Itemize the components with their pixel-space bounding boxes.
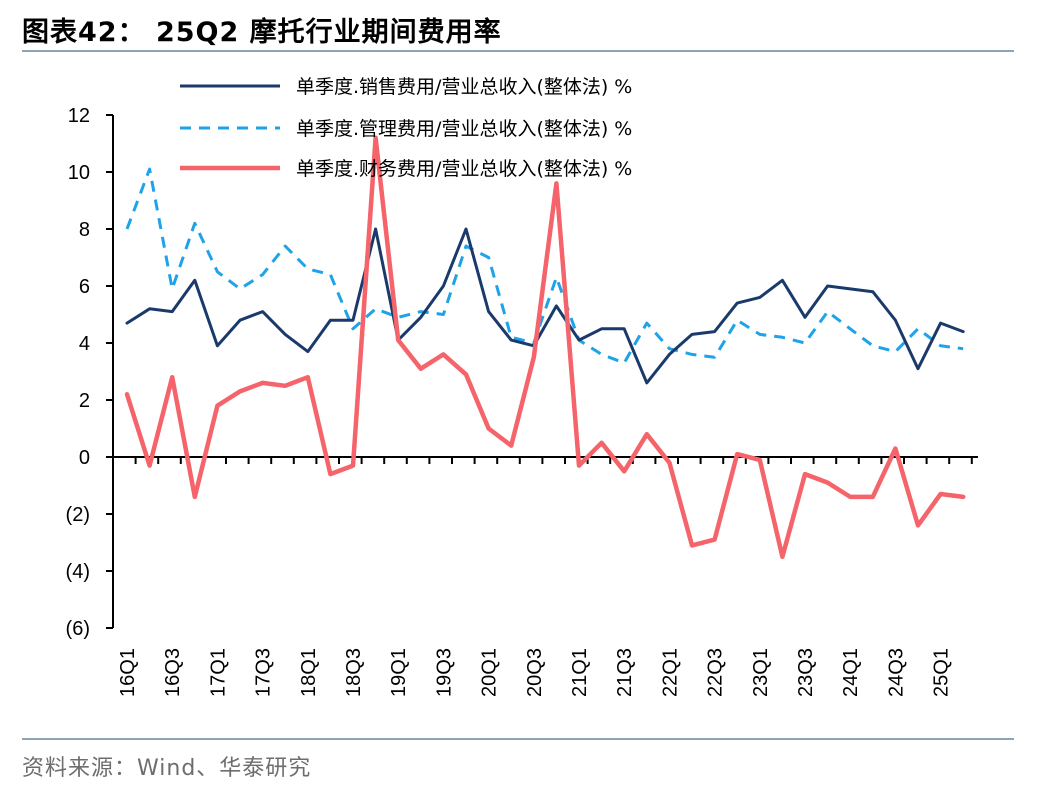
y-tick-label: (6) (66, 618, 90, 640)
x-tick-label: 17Q3 (253, 648, 275, 697)
series-line-finance-expense (124, 135, 966, 560)
y-tick-label: 4 (79, 333, 90, 355)
x-tick-label: 21Q3 (614, 648, 636, 697)
y-tick-label: 2 (79, 390, 90, 412)
series-lines (124, 135, 966, 560)
y-tick-label: 12 (68, 105, 90, 127)
x-tick-label: 24Q1 (840, 648, 862, 697)
y-tick-label: 0 (79, 447, 90, 469)
y-tick-label: 10 (68, 162, 90, 184)
x-axis: 16Q1 16Q3 17Q1 17Q3 18Q1 18Q3 19Q1 19Q3 20Q1 20Q3… (113, 456, 978, 697)
y-tick-label: (2) (66, 504, 90, 526)
x-tick-label: 18Q1 (298, 648, 320, 697)
x-tick-label: 19Q3 (433, 648, 455, 697)
y-tick-label: 6 (79, 276, 90, 298)
x-tick-label: 18Q3 (343, 648, 365, 697)
series-line-sales-expense (125, 227, 965, 385)
legend: 单季度.销售费用/营业总收入(整体法) % 单季度.管理费用/营业总收入(整体法)… (180, 76, 632, 180)
x-tick-label: 16Q3 (162, 648, 184, 697)
series-line-admin-expense (125, 167, 964, 365)
legend-item-sales-expense: 单季度.销售费用/营业总收入(整体法) % (180, 76, 632, 98)
x-tick-label: 22Q3 (705, 648, 727, 697)
y-tick-label: (4) (66, 561, 90, 583)
x-tick-label: 20Q1 (479, 648, 501, 697)
x-tick-label: 25Q1 (931, 648, 953, 697)
x-tick-label: 24Q3 (885, 648, 907, 697)
y-tick-label: 8 (79, 219, 90, 241)
x-tick-label: 22Q1 (659, 648, 681, 697)
chart-title: 图表42： 25Q2 摩托行业期间费用率 (22, 17, 502, 48)
legend-label: 单季度.管理费用/营业总收入(整体法) % (296, 118, 632, 140)
x-tick-label: 23Q3 (795, 648, 817, 697)
legend-item-finance-expense: 单季度.财务费用/营业总收入(整体法) % (180, 158, 632, 180)
header-divider (22, 50, 1014, 52)
footer-divider (22, 738, 1014, 740)
legend-label: 单季度.财务费用/营业总收入(整体法) % (296, 158, 632, 180)
legend-item-admin-expense: 单季度.管理费用/营业总收入(整体法) % (180, 118, 632, 140)
x-tick-label: 21Q1 (569, 648, 591, 697)
x-tick-label: 19Q1 (388, 648, 410, 697)
x-tick-label: 17Q1 (207, 648, 229, 697)
x-tick-label: 23Q1 (750, 648, 772, 697)
y-axis: 12 10 8 6 4 2 0 (2) (4) (6) (66, 105, 114, 640)
x-tick-label: 16Q1 (117, 648, 139, 697)
source-note: 资料来源：Wind、华泰研究 (22, 756, 312, 781)
x-tick-label: 20Q3 (524, 648, 546, 697)
legend-label: 单季度.销售费用/营业总收入(整体法) % (296, 76, 632, 98)
